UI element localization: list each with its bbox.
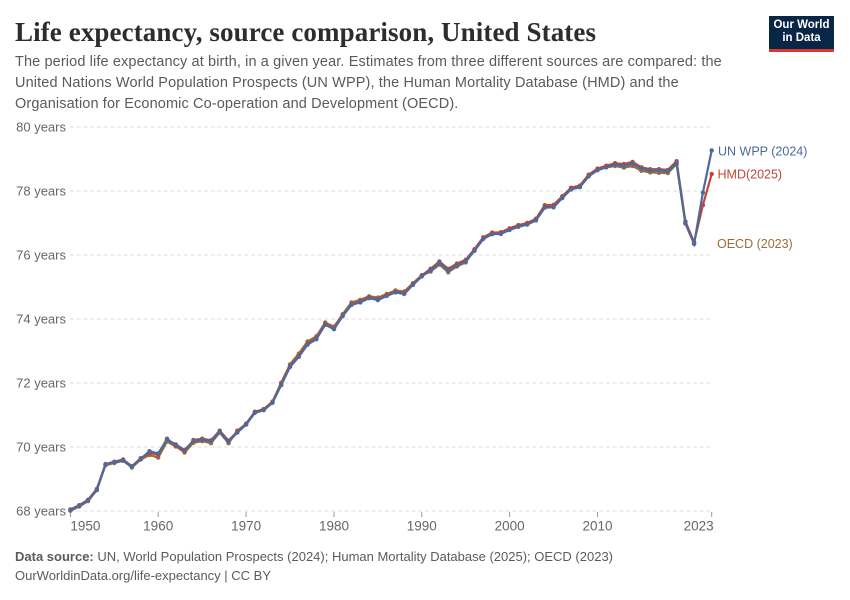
svg-text:74 years: 74 years [16,312,66,327]
svg-text:72 years: 72 years [16,376,66,391]
svg-text:1990: 1990 [407,519,437,534]
svg-text:1970: 1970 [231,519,261,534]
svg-text:1960: 1960 [143,519,173,534]
svg-text:78 years: 78 years [16,184,66,199]
svg-text:2000: 2000 [495,519,525,534]
svg-text:68 years: 68 years [16,504,66,519]
svg-text:OECD (2023): OECD (2023) [717,237,793,251]
svg-text:1950: 1950 [70,519,100,534]
svg-text:80 years: 80 years [16,120,66,135]
svg-text:2023: 2023 [684,519,714,534]
svg-text:1980: 1980 [319,519,349,534]
svg-text:76 years: 76 years [16,248,66,263]
svg-text:70 years: 70 years [16,440,66,455]
svg-text:HMD(2025): HMD(2025) [718,167,783,181]
svg-text:UN WPP (2024): UN WPP (2024) [718,145,807,159]
svg-text:2010: 2010 [582,519,612,534]
